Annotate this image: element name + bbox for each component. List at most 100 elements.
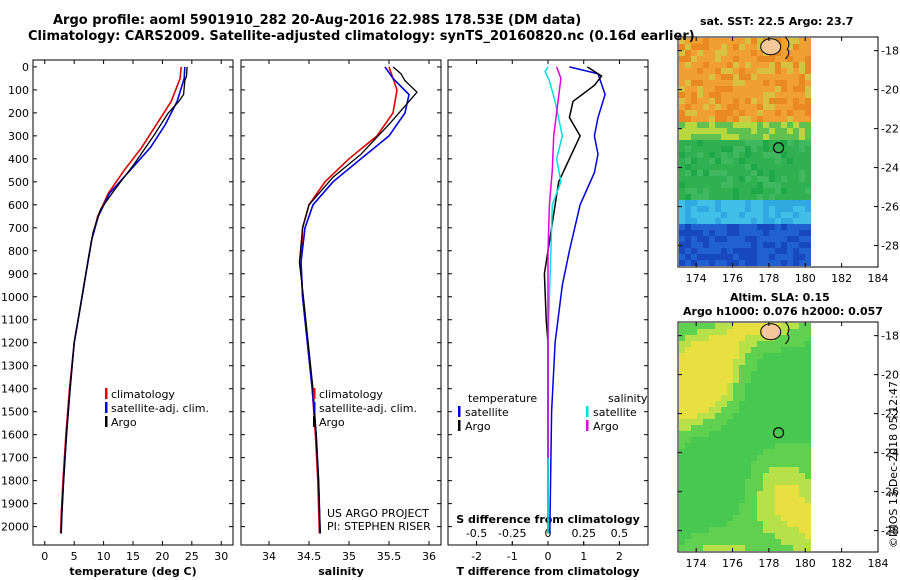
map-cell xyxy=(745,80,751,86)
map-cell xyxy=(763,395,769,401)
map-cell xyxy=(703,323,709,329)
map-cell xyxy=(793,473,799,479)
map-cell xyxy=(697,200,703,206)
map-cell xyxy=(727,401,733,407)
map-cell xyxy=(751,467,757,473)
map-cell xyxy=(733,377,739,383)
map-cell xyxy=(805,68,811,74)
x-tick-label: 34.5 xyxy=(297,550,322,563)
map-cell xyxy=(769,260,775,266)
map-cell xyxy=(787,437,793,443)
map-cell xyxy=(679,335,685,341)
map-cell xyxy=(721,230,727,236)
map-cell xyxy=(733,395,739,401)
x-tick-label: 25 xyxy=(185,550,199,563)
map-cell xyxy=(727,98,733,104)
map-cell xyxy=(805,323,811,329)
map-cell xyxy=(721,467,727,473)
map-cell xyxy=(733,56,739,62)
map-cell xyxy=(697,230,703,236)
map-cell xyxy=(799,455,805,461)
map-cell xyxy=(733,353,739,359)
map-cell xyxy=(751,389,757,395)
lat-tick-label: -22 xyxy=(881,408,899,421)
map-cell xyxy=(733,323,739,329)
map-cell xyxy=(793,80,799,86)
map-cell xyxy=(763,353,769,359)
map-cell xyxy=(727,527,733,533)
map-cell xyxy=(757,74,763,80)
map-cell xyxy=(769,236,775,242)
map-cell xyxy=(721,194,727,200)
map-cell xyxy=(697,74,703,80)
map-cell xyxy=(787,473,793,479)
map-cell xyxy=(781,110,787,116)
map-cell xyxy=(799,503,805,509)
map-cell xyxy=(799,539,805,545)
map-cell xyxy=(805,419,811,425)
map-cell xyxy=(721,218,727,224)
map-cell xyxy=(679,527,685,533)
map-cell xyxy=(703,401,709,407)
map-cell xyxy=(709,365,715,371)
map-cell xyxy=(685,335,691,341)
map-cell xyxy=(751,521,757,527)
map-cell xyxy=(685,509,691,515)
map-cell xyxy=(775,401,781,407)
map-cell xyxy=(715,389,721,395)
map-cell xyxy=(745,140,751,146)
x-tick-label: 1 xyxy=(580,550,587,563)
map-cell xyxy=(751,497,757,503)
map-cell xyxy=(757,182,763,188)
map-cell xyxy=(691,158,697,164)
legend-title-salinity: salinity xyxy=(608,392,648,405)
map-cell xyxy=(679,431,685,437)
map-cell xyxy=(781,329,787,335)
map-cell xyxy=(733,431,739,437)
map-cell xyxy=(763,206,769,212)
map-cell xyxy=(739,533,745,539)
map-cell xyxy=(733,176,739,182)
map-cell xyxy=(703,335,709,341)
s-tick-label: -0.25 xyxy=(498,527,526,540)
map-cell xyxy=(679,509,685,515)
map-cell xyxy=(799,200,805,206)
map-cell xyxy=(799,383,805,389)
map-cell xyxy=(757,116,763,122)
map-cell xyxy=(679,365,685,371)
map-cell xyxy=(805,437,811,443)
map-cell xyxy=(697,449,703,455)
map-cell xyxy=(757,443,763,449)
map-cell xyxy=(763,146,769,152)
map-cell xyxy=(769,365,775,371)
map-cell xyxy=(763,467,769,473)
map-cell xyxy=(751,335,757,341)
map-cell xyxy=(739,254,745,260)
map-cell xyxy=(763,389,769,395)
map-cell xyxy=(763,62,769,68)
map-cell xyxy=(703,158,709,164)
map-cell xyxy=(769,230,775,236)
map-cell xyxy=(727,56,733,62)
map-cell xyxy=(769,104,775,110)
map-cell xyxy=(715,323,721,329)
lat-tick-label: -22 xyxy=(881,123,899,136)
map-cell xyxy=(703,86,709,92)
map-cell xyxy=(733,473,739,479)
map-frame xyxy=(677,36,879,268)
map-cell xyxy=(751,401,757,407)
legend-label: Argo xyxy=(319,416,345,429)
map-cell xyxy=(757,341,763,347)
map-cell xyxy=(751,116,757,122)
map-cell xyxy=(781,218,787,224)
map-cell xyxy=(775,437,781,443)
map-cell xyxy=(775,56,781,62)
diff-series-line xyxy=(547,66,562,458)
map-cell xyxy=(721,116,727,122)
lon-tick-label: 180 xyxy=(795,272,816,285)
map-cell xyxy=(805,341,811,347)
map-cell xyxy=(787,230,793,236)
map-cell xyxy=(757,449,763,455)
diff-series-line xyxy=(544,66,564,534)
map-cell xyxy=(709,359,715,365)
